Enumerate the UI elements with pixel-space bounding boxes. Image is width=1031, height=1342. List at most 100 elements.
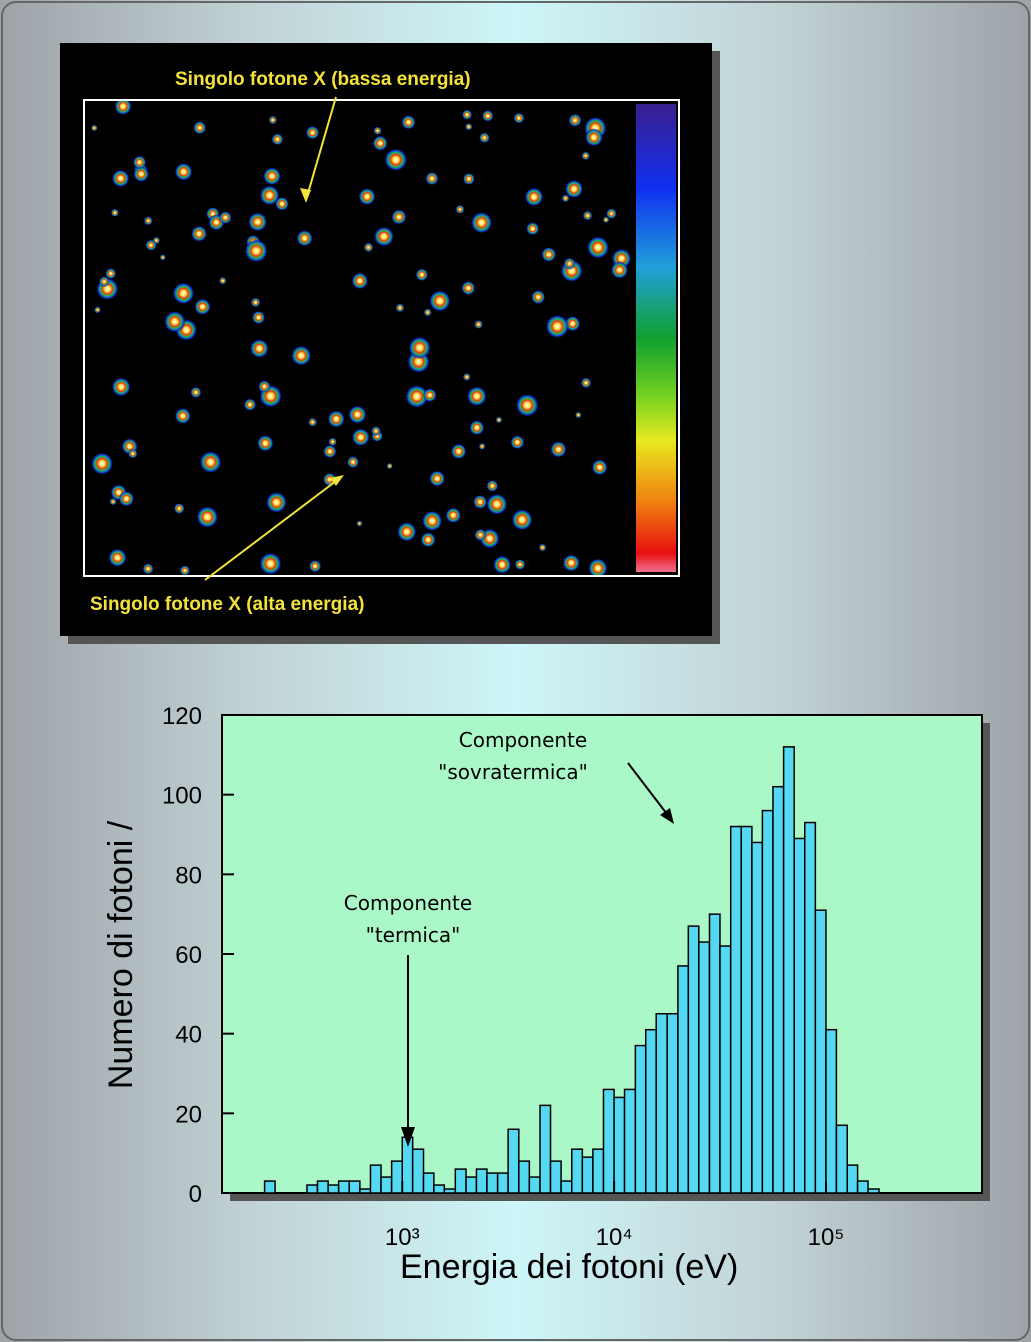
photon-spot	[479, 132, 490, 144]
photon-spot	[511, 509, 533, 531]
photon-spot	[356, 520, 363, 527]
photo-spots	[90, 97, 632, 579]
photo	[60, 43, 712, 636]
photon-spot	[172, 282, 195, 305]
photon-spot	[196, 506, 219, 528]
bar	[793, 837, 806, 1194]
photon-spot	[98, 276, 110, 288]
bar	[867, 1188, 880, 1194]
bar	[475, 1168, 488, 1194]
photon-spot	[145, 239, 157, 251]
y-tick-label: 60	[175, 942, 202, 969]
photon-spot	[524, 187, 544, 207]
photon-spot	[105, 268, 117, 280]
photon-spot	[420, 532, 436, 548]
photon-spot	[470, 211, 493, 234]
bar	[708, 913, 721, 1194]
photon-spot	[606, 208, 617, 219]
photon-spot	[128, 448, 138, 459]
bar	[263, 1180, 276, 1194]
photon-spot	[450, 443, 467, 460]
bar	[337, 1180, 350, 1194]
x-tick-label: 10³	[385, 1224, 420, 1251]
photon-spot	[401, 115, 416, 130]
bar	[814, 909, 827, 1194]
photon-spot	[563, 257, 576, 270]
photon-spot	[243, 398, 257, 411]
bar	[613, 1096, 626, 1194]
photon-spot	[111, 169, 130, 188]
bar	[454, 1168, 467, 1194]
photon-spot	[386, 462, 393, 470]
photon-spot	[562, 554, 581, 572]
photon-spot	[545, 314, 570, 339]
bar	[825, 1028, 838, 1194]
bar	[390, 1160, 404, 1194]
annotation: Componente	[459, 728, 587, 752]
photon-spot	[218, 276, 227, 285]
bar	[581, 1156, 594, 1194]
photon-spot	[510, 435, 525, 450]
photon-spot	[118, 490, 135, 507]
photon-spot	[109, 498, 117, 506]
photon-spot	[429, 470, 446, 487]
photon-spot	[372, 135, 388, 151]
photon-spot	[415, 268, 429, 282]
photon-spot	[250, 297, 261, 308]
photon-spot	[455, 204, 465, 214]
photon-spot	[575, 411, 582, 419]
photon-spot	[531, 289, 546, 305]
photon-spot	[478, 443, 486, 450]
photon-spot	[373, 226, 395, 247]
bar	[804, 821, 817, 1194]
photon-spot	[179, 565, 191, 576]
photon-spot	[486, 493, 508, 515]
photon-spot	[110, 208, 119, 217]
bar	[835, 1124, 848, 1194]
x-axis-title: Energia dei fotoni (eV)	[400, 1248, 738, 1286]
photon-spot	[194, 298, 211, 316]
photon-spot	[244, 239, 268, 263]
photon-spot	[422, 388, 437, 403]
bar	[380, 1176, 393, 1194]
bar	[729, 825, 742, 1194]
photon-spot	[586, 236, 610, 259]
bar	[348, 1180, 361, 1194]
photon-spot	[591, 459, 608, 476]
bar	[507, 1128, 520, 1194]
photon-spot	[256, 434, 274, 452]
photon-spot	[581, 151, 590, 160]
photon-spot	[323, 444, 337, 459]
photon-spot	[396, 521, 417, 542]
bar	[539, 1104, 552, 1194]
bar	[571, 1148, 584, 1194]
colorbar	[636, 104, 676, 572]
bar	[634, 1044, 647, 1194]
bar	[592, 1148, 605, 1194]
photon-spot	[473, 494, 488, 510]
photon-spot	[373, 126, 382, 135]
photon-spot	[268, 115, 278, 125]
photon-spot	[462, 373, 471, 381]
photon-spot	[474, 319, 483, 329]
photon-spot	[371, 426, 381, 436]
arrow-head	[330, 475, 344, 486]
annotation: "sovratermica"	[438, 760, 588, 784]
bar	[327, 1184, 340, 1194]
photon-spot	[174, 162, 193, 181]
arrow-head	[401, 1127, 415, 1147]
bar	[666, 1013, 679, 1194]
photon-spot	[358, 187, 376, 206]
photon-spot	[132, 155, 147, 170]
y-tick-label: 120	[162, 703, 202, 730]
bar	[782, 746, 795, 1194]
photon-spot	[143, 216, 153, 226]
photon-spot	[249, 338, 269, 359]
bar	[528, 1176, 541, 1194]
photon-spot	[163, 310, 186, 333]
x-tick-label: 10⁵	[808, 1224, 845, 1251]
photo-frame	[83, 99, 680, 577]
photon-spot	[142, 563, 154, 575]
